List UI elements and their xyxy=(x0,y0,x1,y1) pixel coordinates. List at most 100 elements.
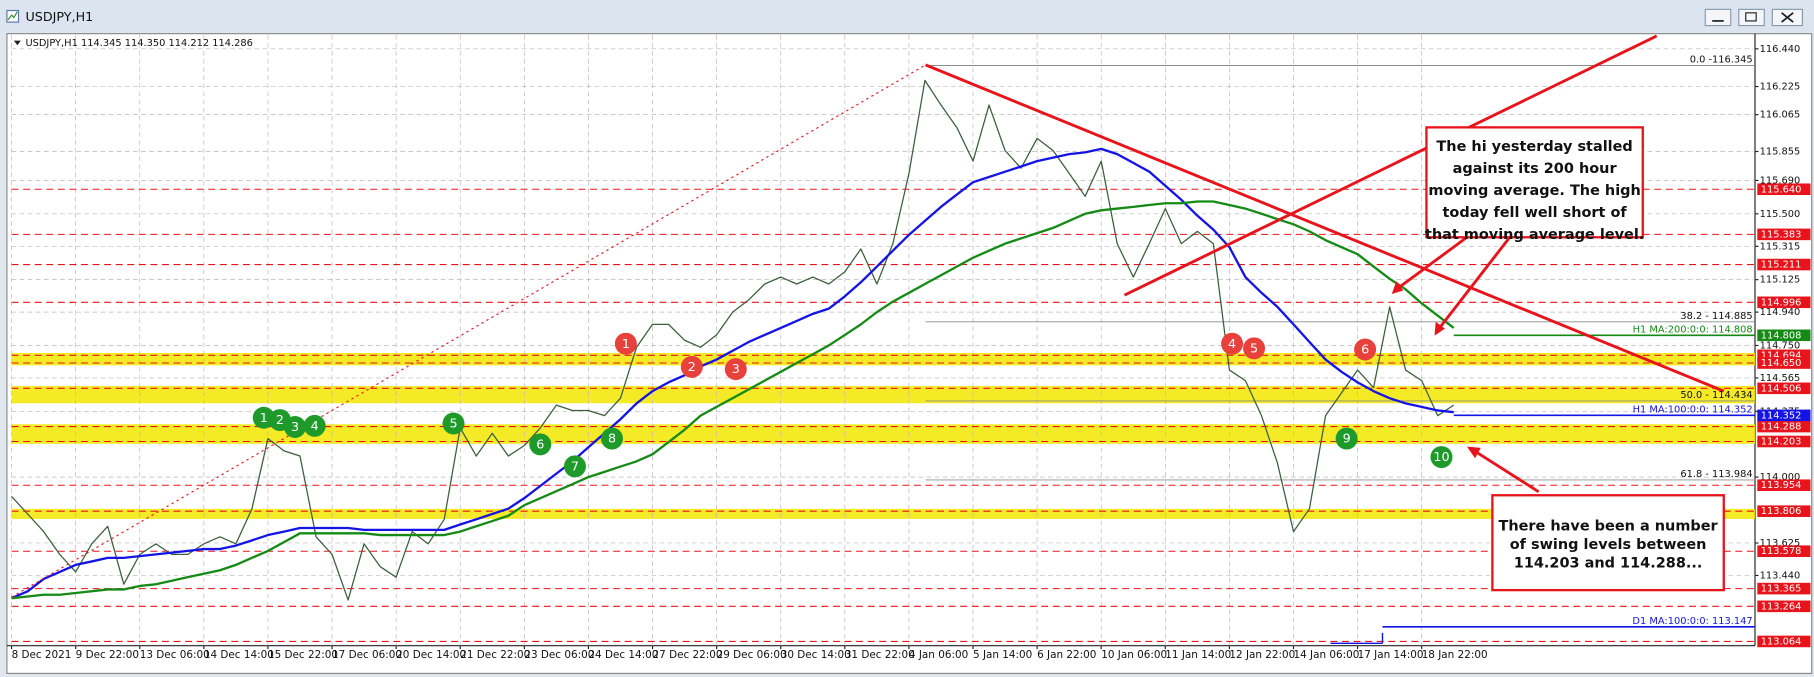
x-tick-label: 23 Dec 06:00 xyxy=(524,649,594,661)
x-tick-label: 10 Jan 06:00 xyxy=(1101,649,1167,661)
fib-level-label: 0.0 -116.345 xyxy=(1690,55,1753,66)
fib-level-label: 61.8 - 113.984 xyxy=(1680,469,1752,480)
callout-text: The hi yesterday stalled xyxy=(1436,139,1632,155)
x-tick-label: 18 Jan 22:00 xyxy=(1422,649,1488,661)
swing-marker-label: 1 xyxy=(622,336,630,351)
down-trend-line xyxy=(924,63,1725,393)
y-tick-label: 114.000 xyxy=(1760,472,1801,483)
swing-marker-label: 6 xyxy=(1361,342,1369,357)
swing-marker-label: 3 xyxy=(291,419,299,434)
ma-level-box-label: 114.808 xyxy=(1761,330,1802,341)
level-box-label: 113.264 xyxy=(1761,601,1802,612)
x-tick-label: 21 Dec 22:00 xyxy=(460,649,530,661)
fib-level-label: 38.2 - 114.885 xyxy=(1680,311,1752,322)
swing-marker xyxy=(1430,446,1453,469)
level-box xyxy=(1757,349,1811,362)
swing-marker-label: 7 xyxy=(571,458,579,473)
y-tick-label: 116.225 xyxy=(1760,82,1801,93)
y-tick-label: 114.565 xyxy=(1760,373,1801,384)
swing-marker-label: 4 xyxy=(311,418,319,433)
swing-marker-label: 1 xyxy=(260,410,268,425)
level-box xyxy=(1757,228,1811,241)
y-tick-label: 115.855 xyxy=(1760,147,1801,158)
window-title: USDJPY,H1 xyxy=(25,9,93,24)
close-icon xyxy=(1781,12,1794,23)
chart-header: USDJPY,H1 114.345 114.350 114.212 114.28… xyxy=(25,38,252,49)
x-tick-label: 24 Dec 14:00 xyxy=(588,649,658,661)
level-box-label: 113.806 xyxy=(1761,506,1802,517)
swing-marker-label: 5 xyxy=(449,416,457,431)
swing-marker-label: 10 xyxy=(1433,449,1449,464)
y-tick-label: 116.065 xyxy=(1760,110,1801,121)
level-box-label: 115.211 xyxy=(1761,260,1802,271)
x-tick-label: 17 Dec 06:00 xyxy=(332,649,402,661)
fib-level-label: 50.0 - 114.434 xyxy=(1680,390,1752,401)
callout-text: that moving average level. xyxy=(1425,227,1644,243)
swing-marker xyxy=(1243,337,1266,360)
swing-marker xyxy=(284,416,306,438)
callout-text: 114.203 and 114.288... xyxy=(1514,556,1703,572)
level-box-label: 115.640 xyxy=(1761,184,1802,195)
text-layer: 0.0 -116.345 38.2 - 114.885 50.0 - 114.434… xyxy=(1425,55,1811,647)
x-tick-label: 6 Jan 22:00 xyxy=(1037,649,1096,661)
level-box-label: 114.203 xyxy=(1761,437,1802,448)
y-tick-label: 113.625 xyxy=(1760,538,1801,549)
ma-level-box xyxy=(1757,409,1811,422)
series-layer xyxy=(11,79,1455,601)
minimize-button[interactable] xyxy=(1704,8,1732,27)
callout-arrowhead xyxy=(1434,321,1445,336)
title-bar xyxy=(0,0,1814,33)
swing-marker xyxy=(1335,427,1358,450)
level-box-label: 113.064 xyxy=(1761,636,1802,647)
level-box xyxy=(1757,357,1811,369)
level-box-label: 114.506 xyxy=(1761,383,1802,394)
x-tick-label: 5 Jan 14:00 xyxy=(973,649,1032,661)
swing-marker-label: 5 xyxy=(1250,340,1258,355)
ma-level-text: D1 MA:100:0:0: 113.147 xyxy=(1632,616,1752,627)
window-controls[interactable] xyxy=(1704,8,1804,27)
support-band xyxy=(11,385,1755,404)
swing-marker xyxy=(680,355,703,378)
x-tick-label: 11 Jan 14:00 xyxy=(1165,649,1231,661)
restore-button[interactable] xyxy=(1738,8,1765,27)
level-box-label: 114.996 xyxy=(1761,297,1802,308)
price-line xyxy=(11,79,1455,601)
level-box-label: 115.383 xyxy=(1761,229,1802,240)
callout-text: against its 200 hour xyxy=(1453,161,1618,177)
level-box-label: 113.365 xyxy=(1761,584,1802,595)
swing-marker-label: 8 xyxy=(608,431,616,446)
x-tick-label: 14 Dec 14:00 xyxy=(204,649,274,661)
x-tick-label: 4 Jan 06:00 xyxy=(909,649,968,661)
bands-layer xyxy=(11,352,1755,519)
level-box-label: 114.288 xyxy=(1761,422,1802,433)
x-tick-label: 15 Dec 22:00 xyxy=(268,649,338,661)
level-box-label: 114.650 xyxy=(1761,358,1802,369)
callout-text: today fell well short of xyxy=(1443,205,1628,221)
x-tick-label: 29 Dec 06:00 xyxy=(717,649,787,661)
x-tick-label: 31 Dec 22:00 xyxy=(845,649,915,661)
swing-marker-label: 3 xyxy=(732,361,740,376)
level-box xyxy=(1757,582,1811,595)
level-box xyxy=(1757,382,1811,395)
callout-box xyxy=(1425,126,1644,239)
x-tick-label: 27 Dec 22:00 xyxy=(653,649,723,661)
level-box xyxy=(1757,545,1811,557)
support-band xyxy=(11,508,1755,519)
y-tick-label: 113.440 xyxy=(1760,570,1801,581)
x-tick-label: 9 Dec 22:00 xyxy=(76,649,139,661)
swing-marker xyxy=(529,433,552,456)
moving-average-line xyxy=(11,147,1454,600)
swing-marker xyxy=(601,427,623,450)
callout-text: of swing levels between xyxy=(1510,537,1707,553)
callout-text: There have been a number xyxy=(1498,518,1718,534)
swing-marker xyxy=(1354,338,1377,361)
level-box-label: 114.694 xyxy=(1761,350,1802,361)
swing-marker-label: 6 xyxy=(536,436,544,451)
support-band xyxy=(11,352,1755,366)
swing-marker-label: 2 xyxy=(276,412,284,427)
window-icon-line xyxy=(7,11,18,21)
callout-arrowhead xyxy=(1466,446,1481,459)
swing-marker xyxy=(563,455,586,478)
x-tick-label: 13 Dec 06:00 xyxy=(140,649,210,661)
level-box xyxy=(1757,183,1811,196)
